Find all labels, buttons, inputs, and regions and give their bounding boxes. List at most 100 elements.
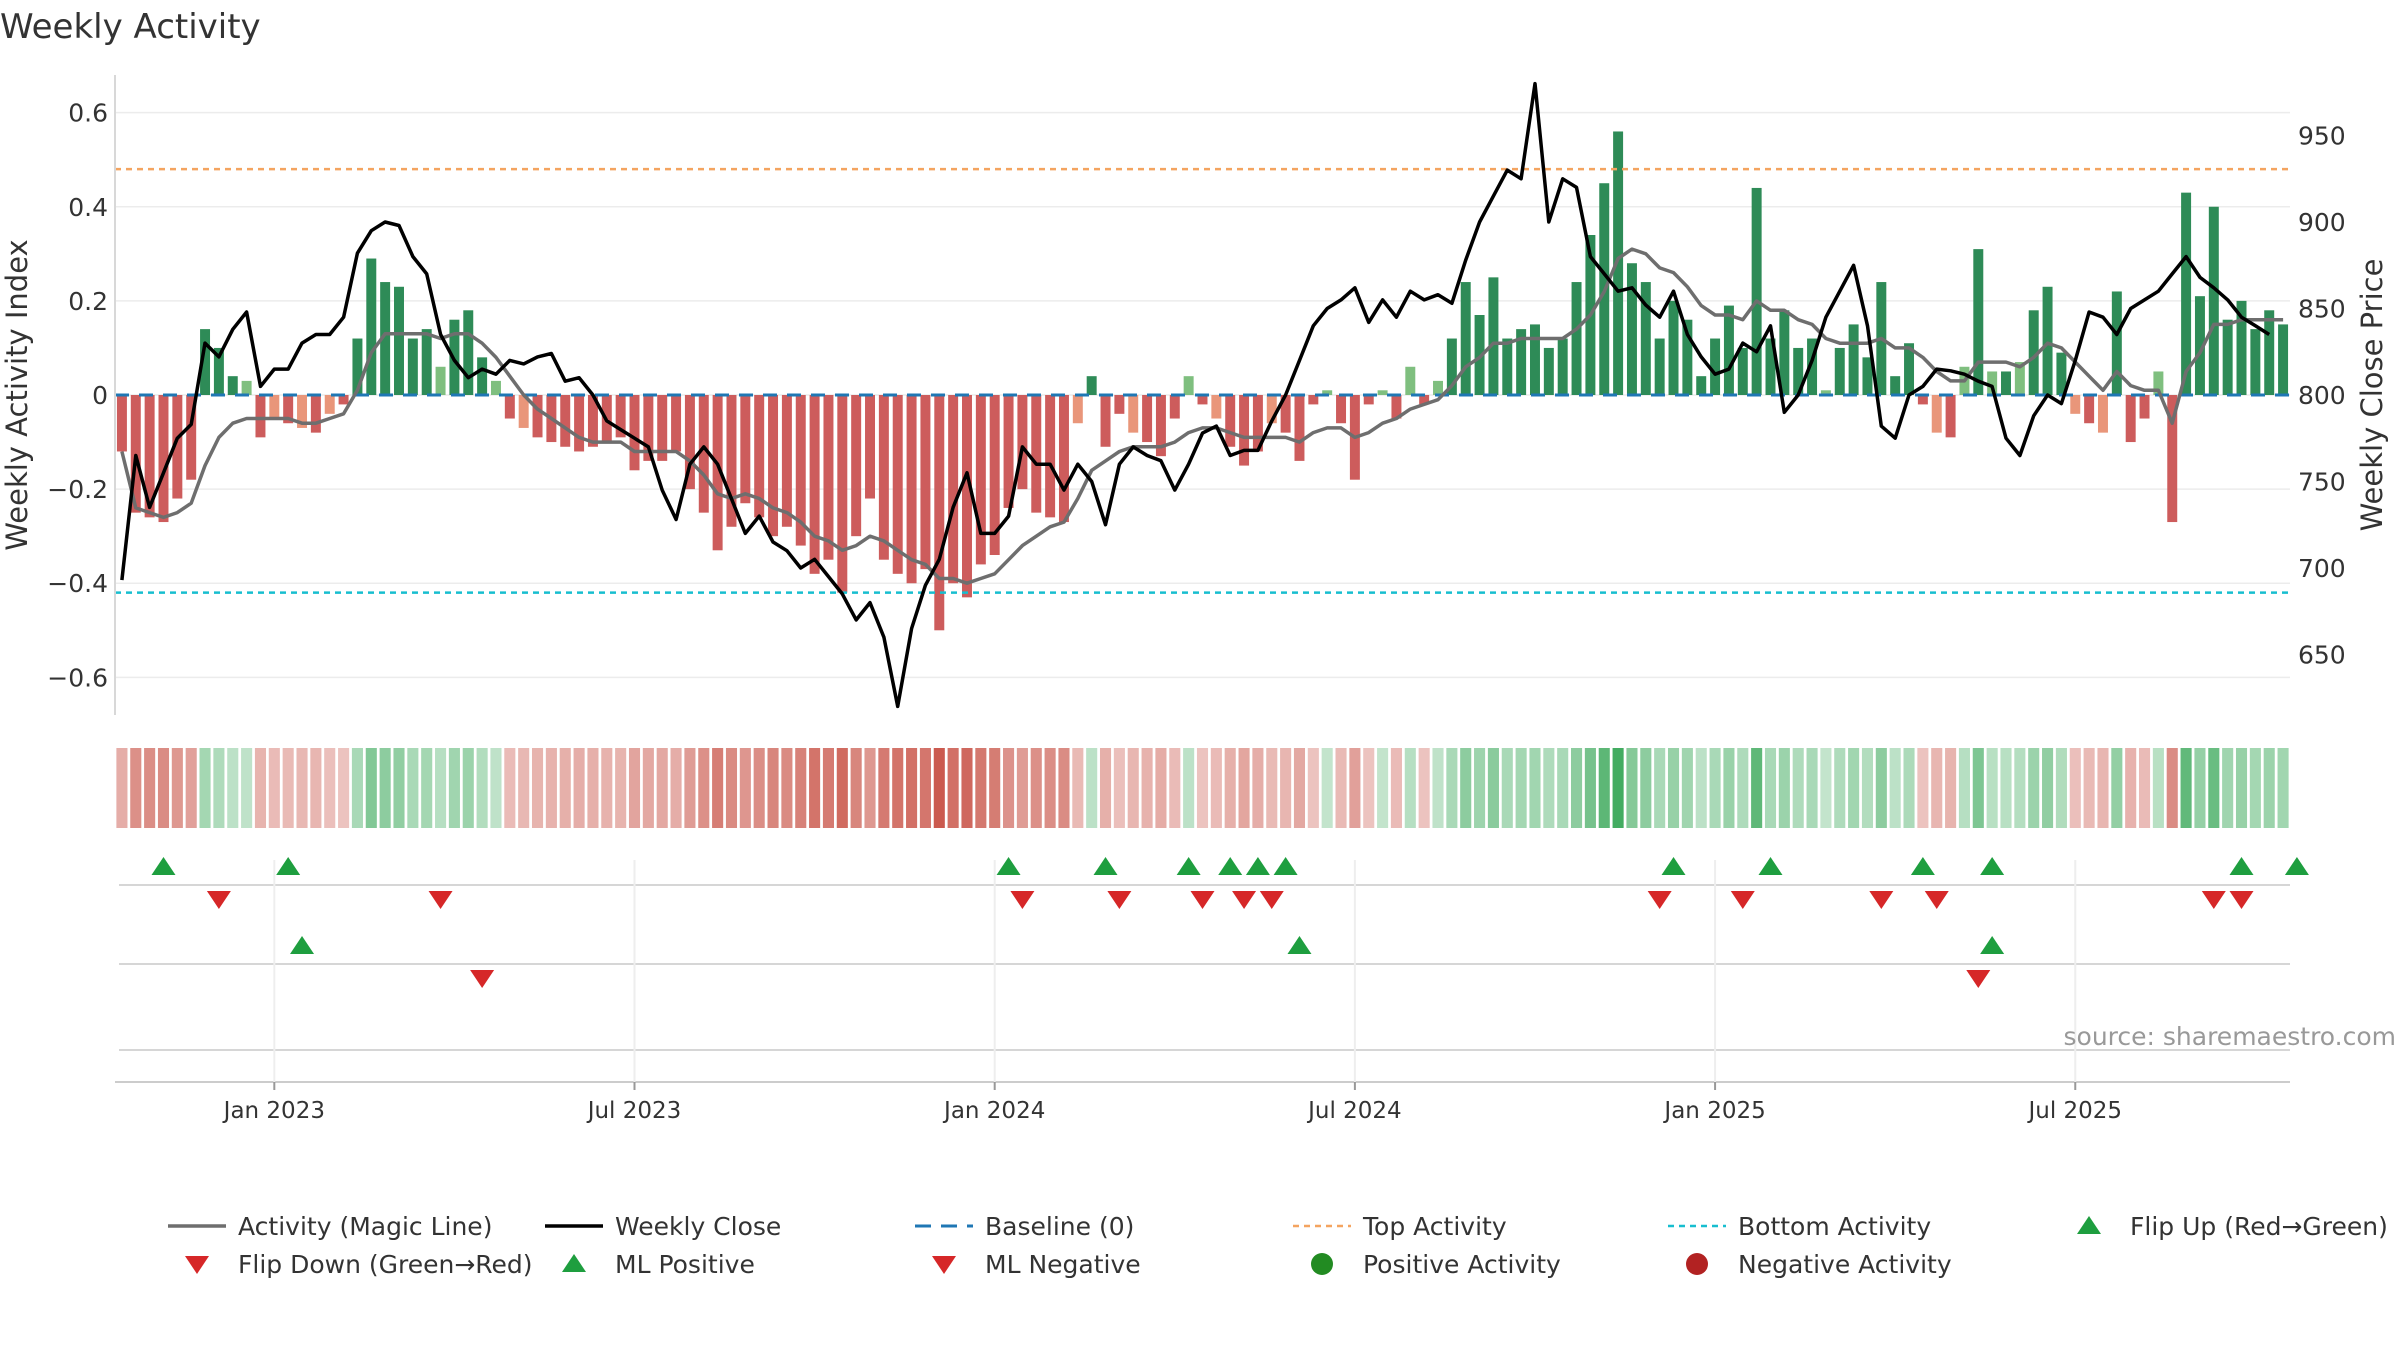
activity-bar	[1197, 395, 1208, 405]
activity-bar	[989, 395, 1000, 555]
activity-bar	[726, 395, 737, 527]
activity-bar	[1460, 282, 1471, 395]
heat-cell	[1903, 748, 1915, 828]
heat-cell	[698, 748, 710, 828]
activity-bar	[2001, 371, 2011, 395]
up-marker	[996, 857, 1021, 875]
magic-line	[120, 247, 2284, 585]
heat-cell	[338, 748, 350, 828]
x-tick-label: Jul 2023	[586, 1098, 682, 1124]
activity-bar	[657, 395, 668, 461]
down-marker	[1924, 891, 1949, 909]
activity-bar	[1322, 390, 1333, 395]
heat-cell	[1515, 748, 1527, 828]
heat-cell	[601, 748, 613, 828]
y-tick-label: −0.4	[47, 569, 108, 598]
legend-label: Baseline (0)	[985, 1212, 1134, 1241]
heat-cell	[1889, 748, 1901, 828]
heat-cell	[1626, 748, 1638, 828]
activity-bar	[1100, 395, 1111, 447]
heat-cell	[1238, 748, 1250, 828]
activity-bar	[1834, 347, 1845, 395]
up-marker	[1245, 857, 1270, 875]
heat-cell	[2014, 748, 2026, 828]
down-marker	[2229, 891, 2254, 909]
legend-item-pos_act: Positive Activity	[1311, 1250, 1561, 1279]
heat-cell	[2111, 748, 2123, 828]
weekly-close-line	[120, 81, 2271, 709]
heat-cell	[573, 748, 585, 828]
heat-cell	[1127, 748, 1139, 828]
activity-bar	[1405, 366, 1416, 395]
up-marker	[1093, 857, 1118, 875]
heat-cell	[1958, 748, 1970, 828]
heat-cell	[656, 748, 668, 828]
y-tick-label: 0.4	[68, 193, 108, 222]
down-marker	[1190, 891, 1215, 909]
activity-bar	[795, 395, 806, 546]
heat-cell	[545, 748, 557, 828]
activity-bar	[504, 395, 515, 419]
activity-bar	[490, 380, 501, 395]
activity-bar	[1973, 249, 1984, 395]
signal-rows	[119, 857, 2309, 1051]
activity-bar	[2250, 329, 2261, 395]
up-marker	[1218, 857, 1243, 875]
heat-cell	[476, 748, 488, 828]
heat-cell	[1806, 748, 1818, 828]
heat-cell	[1598, 748, 1610, 828]
y-tick-label: 0.6	[68, 99, 108, 128]
activity-bar	[560, 395, 571, 447]
y2-tick-label: 800	[2298, 381, 2346, 410]
heat-cell	[822, 748, 834, 828]
activity-bar	[1058, 395, 1069, 523]
heat-cell	[1390, 748, 1402, 828]
heat-cell	[448, 748, 460, 828]
activity-bar	[754, 395, 765, 518]
heat-cell	[1834, 748, 1846, 828]
heat-cell	[1349, 748, 1361, 828]
activity-bar	[394, 286, 404, 395]
activity-bar	[1751, 187, 1762, 395]
activity-bar	[920, 395, 931, 570]
activity-bar	[1529, 324, 1540, 395]
activity-bar	[1239, 395, 1250, 466]
heat-cell	[1654, 748, 1666, 828]
up-marker	[1287, 936, 1312, 954]
down-marker	[1966, 970, 1991, 988]
heat-cell	[1280, 748, 1292, 828]
activity-bar	[851, 395, 862, 537]
activity-bar	[671, 395, 682, 452]
y2-tick-label: 850	[2298, 295, 2346, 324]
activity-bar	[587, 395, 598, 447]
activity-bar	[1128, 395, 1139, 433]
heat-cell	[809, 748, 821, 828]
down-marker	[1232, 891, 1257, 909]
heat-cell	[878, 748, 890, 828]
y2-tick-label: 950	[2298, 122, 2346, 151]
activity-bar	[2070, 395, 2081, 414]
heat-cell	[1460, 748, 1472, 828]
legend-item-neg_act: Negative Activity	[1686, 1250, 1952, 1279]
activity-bar	[2278, 324, 2289, 395]
activity-bar	[629, 395, 640, 471]
legend-swatch	[2077, 1216, 2101, 1234]
heat-cell	[975, 748, 987, 828]
activity-bar	[241, 380, 252, 395]
heat-cell	[2069, 748, 2081, 828]
activity-bar	[823, 395, 834, 560]
activity-bar	[1169, 395, 1180, 419]
y2-axis-label: Weekly Close Price	[2355, 259, 2389, 532]
activity-bar	[892, 395, 903, 574]
up-marker	[1273, 857, 1298, 875]
activity-bar	[574, 395, 585, 452]
activity-bar	[172, 395, 183, 499]
heat-cell	[628, 748, 641, 828]
x-axis: Jan 2023 Jul 2023 Jan 2024 Jul 2024 Jan 2025…	[115, 860, 2290, 1124]
heat-cell	[1377, 748, 1389, 828]
activity-bar	[1252, 395, 1263, 452]
legend: Activity (Magic Line) Weekly Close Baselin…	[168, 1212, 2388, 1279]
x-tick-label: Jul 2025	[2026, 1098, 2122, 1124]
activity-bar	[1848, 324, 1859, 395]
heat-cell	[1751, 748, 1763, 828]
